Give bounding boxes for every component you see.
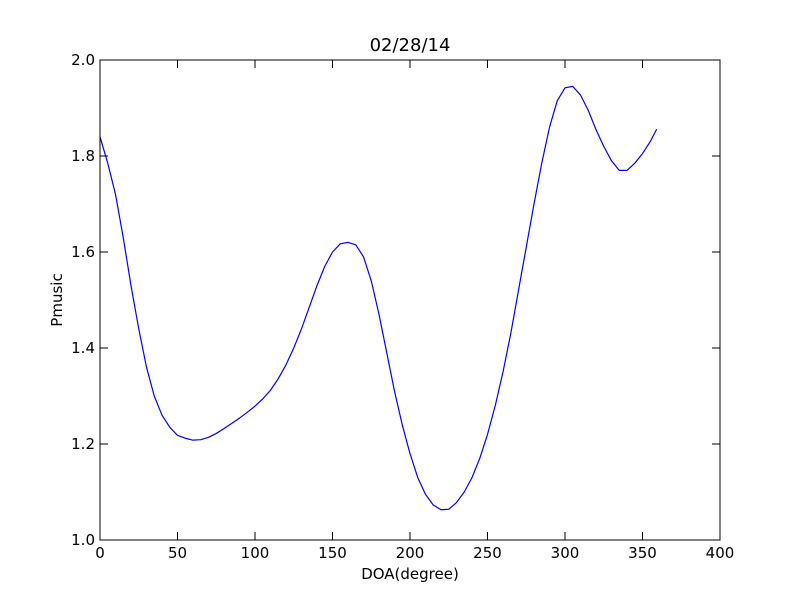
y-tick-label: 1.4 [71,339,95,357]
y-tick-label: 1.2 [71,435,95,453]
x-tick-label: 250 [473,544,502,562]
plot-frame [99,59,721,541]
x-tick-label: 400 [706,544,735,562]
x-tick-label: 0 [95,544,105,562]
x-tick-label: 100 [241,544,270,562]
ticks-layer: 0 50 100 150 200 250 300 350 400 1.0 1.2 1.4 1.6 1.8 2… [71,51,734,562]
y-tick-label: 1.0 [71,531,95,549]
series-line-pmusic [99,85,658,511]
x-tick-label: 150 [318,544,347,562]
y-tick-label: 2.0 [71,51,95,69]
x-axis-label: DOA(degree) [361,565,459,583]
x-tick-label: 50 [168,544,187,562]
y-axis-label: Pmusic [48,273,66,326]
y-tick-label: 1.6 [71,243,95,261]
series-layer [99,85,658,511]
x-tick-label: 350 [628,544,657,562]
x-tick-label: 300 [551,544,580,562]
chart-title: 02/28/14 [370,35,451,56]
x-tick-label: 200 [396,544,425,562]
y-tick-label: 1.8 [71,147,95,165]
